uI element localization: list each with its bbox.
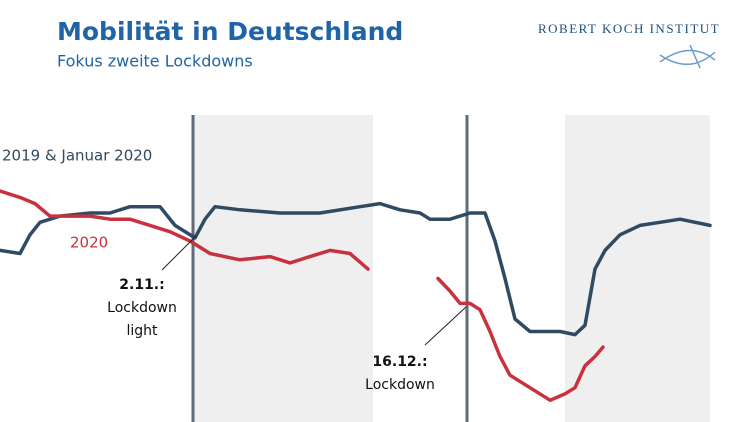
- legend-label: 2020: [70, 234, 108, 252]
- annotation-leader: [424, 306, 467, 346]
- annotation-date: 2.11.:: [119, 277, 164, 293]
- shaded-period: [565, 115, 710, 422]
- shaded-period: [193, 115, 373, 422]
- annotation-label: light: [126, 323, 158, 339]
- logo-icon: [659, 44, 716, 69]
- legend-label: 2019 & Januar 2020: [2, 147, 152, 165]
- series-line: [0, 201, 712, 337]
- logo-text: ROBERT KOCH INSTITUT: [538, 21, 720, 36]
- chart-title: Mobilität in Deutschland: [57, 17, 403, 46]
- annotation-label: Lockdown: [107, 300, 177, 316]
- chart-subtitle: Fokus zweite Lockdowns: [57, 52, 253, 71]
- annotation-leader: [161, 235, 197, 271]
- series-line: [0, 189, 605, 402]
- annotation-date: 16.12.:: [372, 354, 427, 370]
- annotation-label: Lockdown: [365, 377, 435, 393]
